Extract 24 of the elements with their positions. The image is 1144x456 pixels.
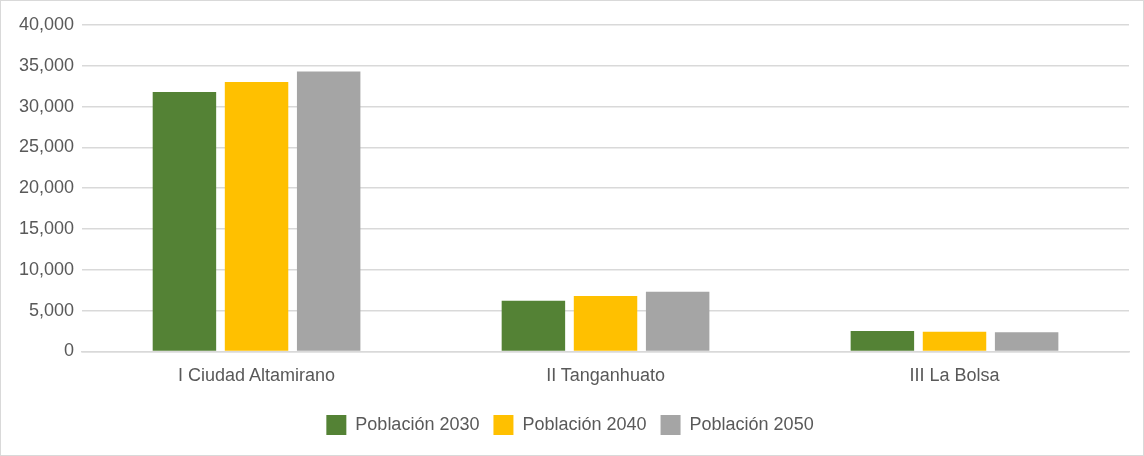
legend-label: Población 2030 xyxy=(355,413,480,434)
bar xyxy=(296,71,361,351)
x-tick-label: II Tanganhuato xyxy=(546,365,665,386)
x-tick-label: I Ciudad Altamirano xyxy=(178,365,336,386)
y-tick-label: 40,000 xyxy=(18,13,75,34)
bar xyxy=(573,295,638,351)
y-tick-label: 30,000 xyxy=(18,95,75,116)
legend-label: Población 2050 xyxy=(689,413,814,434)
bar xyxy=(152,91,217,351)
y-tick-label: 5,000 xyxy=(29,299,75,320)
y-tick-label: 10,000 xyxy=(18,258,75,279)
bar xyxy=(850,331,915,351)
x-tick-label: III La Bolsa xyxy=(909,365,1001,386)
y-tick-label: 0 xyxy=(64,340,75,361)
y-tick-label: 20,000 xyxy=(18,177,75,198)
bar xyxy=(994,332,1059,351)
bar xyxy=(224,82,289,351)
bar xyxy=(645,291,710,351)
bar xyxy=(501,300,566,351)
y-tick-label: 35,000 xyxy=(18,54,75,75)
y-tick-label: 25,000 xyxy=(18,136,75,157)
bar xyxy=(922,331,987,351)
legend-label: Población 2040 xyxy=(522,413,647,434)
y-tick-label: 15,000 xyxy=(18,217,75,238)
